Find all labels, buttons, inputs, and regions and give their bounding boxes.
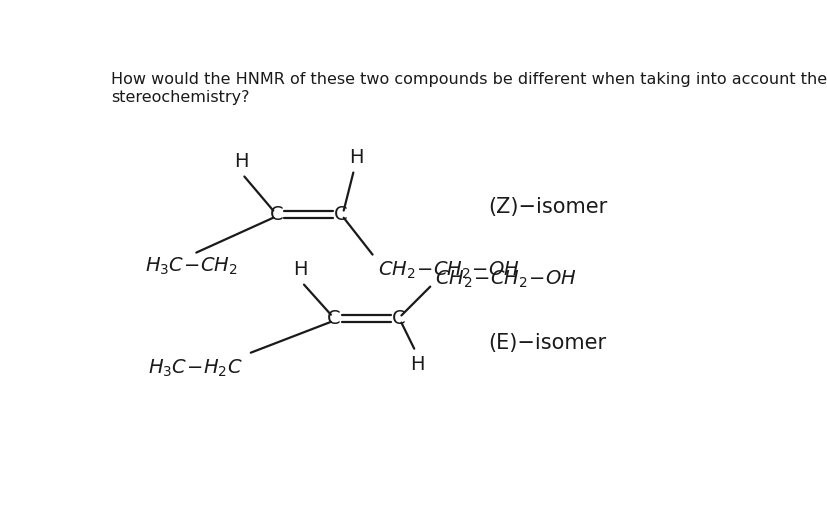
Text: C: C <box>334 205 347 224</box>
Text: H: H <box>349 148 364 166</box>
Text: $H_3C\!-\!H_2C$: $H_3C\!-\!H_2C$ <box>148 358 243 380</box>
Text: C: C <box>270 205 283 224</box>
Text: H: H <box>294 259 308 279</box>
Text: $CH_2\!-\!CH_2\!-\!OH$: $CH_2\!-\!CH_2\!-\!OH$ <box>378 260 519 281</box>
Text: $CH_2\!-\!CH_2\!-\!OH$: $CH_2\!-\!CH_2\!-\!OH$ <box>435 269 577 290</box>
Text: H: H <box>234 151 248 171</box>
Text: (Z)−isomer: (Z)−isomer <box>488 197 607 216</box>
Text: How would the HNMR of these two compounds be different when taking into account : How would the HNMR of these two compound… <box>111 72 827 105</box>
Text: $H_3C\!-\!CH_2$: $H_3C\!-\!CH_2$ <box>145 256 237 277</box>
Text: (E)−isomer: (E)−isomer <box>488 333 606 353</box>
Text: C: C <box>327 309 341 328</box>
Text: H: H <box>410 355 425 374</box>
Text: C: C <box>391 309 405 328</box>
